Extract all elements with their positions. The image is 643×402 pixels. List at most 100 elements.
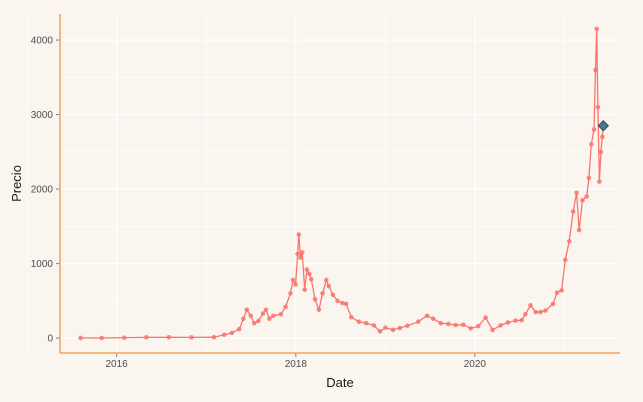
data-point	[424, 313, 430, 319]
data-point	[574, 190, 579, 196]
data-point	[267, 316, 272, 322]
data-point	[593, 67, 598, 73]
data-point	[348, 314, 354, 320]
data-point	[283, 304, 288, 310]
data-point	[597, 179, 602, 184]
data-point	[397, 325, 403, 331]
data-point	[144, 335, 149, 340]
data-point	[248, 313, 254, 319]
data-point	[256, 318, 261, 324]
data-point	[513, 318, 518, 323]
data-point	[405, 323, 410, 329]
data-point	[296, 232, 302, 237]
data-point	[320, 291, 325, 296]
data-point	[299, 250, 305, 255]
y-tick-label: 0	[47, 334, 53, 345]
data-point	[330, 292, 336, 298]
data-point	[563, 257, 568, 263]
data-point	[538, 309, 543, 315]
data-point	[490, 327, 495, 333]
data-point	[312, 297, 318, 302]
axes	[56, 14, 620, 357]
data-point	[295, 251, 300, 257]
data-point	[528, 303, 533, 308]
data-point	[278, 311, 284, 317]
data-point	[241, 316, 246, 322]
data-point	[438, 320, 444, 326]
data-point	[519, 317, 524, 323]
x-tick-label: 2016	[106, 359, 129, 370]
data-point	[461, 322, 466, 327]
y-axis-title: Precio	[9, 165, 24, 202]
data-point	[271, 313, 276, 319]
x-tick-label: 2020	[464, 359, 487, 370]
y-tick-label: 1000	[31, 259, 54, 270]
data-point	[589, 142, 594, 147]
data-point	[316, 307, 322, 313]
data-point	[298, 255, 303, 260]
data-point	[260, 311, 266, 316]
tick-labels: 0 1000 2000 3000 4000 2016 2018 2020	[31, 36, 487, 370]
data-point	[584, 194, 589, 199]
data-point	[166, 334, 172, 340]
data-point	[251, 320, 257, 326]
data-point	[263, 307, 269, 313]
data-point	[377, 329, 383, 334]
data-point	[288, 291, 293, 296]
data-point	[576, 227, 582, 233]
data-point	[570, 209, 576, 214]
data-point	[415, 319, 421, 325]
data-point	[371, 323, 377, 328]
data-point	[363, 320, 369, 326]
data-point	[340, 300, 345, 306]
data-point	[99, 335, 104, 341]
data-point	[446, 321, 451, 327]
grid-lines	[26, 14, 620, 353]
data-point	[244, 307, 250, 313]
data-point	[453, 322, 459, 328]
data-point	[559, 288, 564, 293]
data-point	[236, 326, 242, 332]
data-point	[600, 134, 605, 140]
data-point	[309, 276, 314, 282]
x-axis-title: Date	[326, 375, 353, 390]
data-point	[304, 267, 310, 272]
data-point	[533, 309, 538, 315]
data-point	[189, 335, 194, 340]
data-point	[211, 334, 217, 340]
data-point	[326, 283, 332, 289]
x-tick-label: 2018	[285, 359, 308, 370]
data-point	[229, 330, 235, 336]
data-point	[594, 26, 600, 32]
data-point	[591, 127, 597, 132]
data-point	[335, 298, 340, 304]
data-point	[121, 335, 127, 340]
data-point	[343, 301, 349, 307]
data-point	[483, 315, 488, 320]
data-point	[505, 320, 511, 325]
y-tick-label: 3000	[31, 110, 54, 121]
series-layer	[78, 26, 610, 341]
data-point	[390, 327, 396, 333]
data-point	[586, 175, 592, 181]
data-point	[543, 308, 548, 313]
data-point	[554, 290, 560, 295]
data-point	[580, 197, 585, 203]
data-point	[356, 319, 362, 325]
data-point	[468, 326, 473, 331]
data-point	[498, 323, 503, 328]
data-point	[383, 325, 388, 330]
data-point	[221, 332, 227, 338]
data-point	[550, 301, 556, 307]
data-point	[302, 287, 307, 292]
data-point	[566, 238, 572, 244]
y-tick-label: 2000	[31, 185, 54, 196]
data-point	[430, 316, 436, 322]
data-point	[523, 311, 528, 317]
data-point	[598, 149, 604, 155]
data-point	[78, 335, 83, 341]
data-point	[290, 277, 296, 283]
highlight-point	[597, 120, 610, 132]
